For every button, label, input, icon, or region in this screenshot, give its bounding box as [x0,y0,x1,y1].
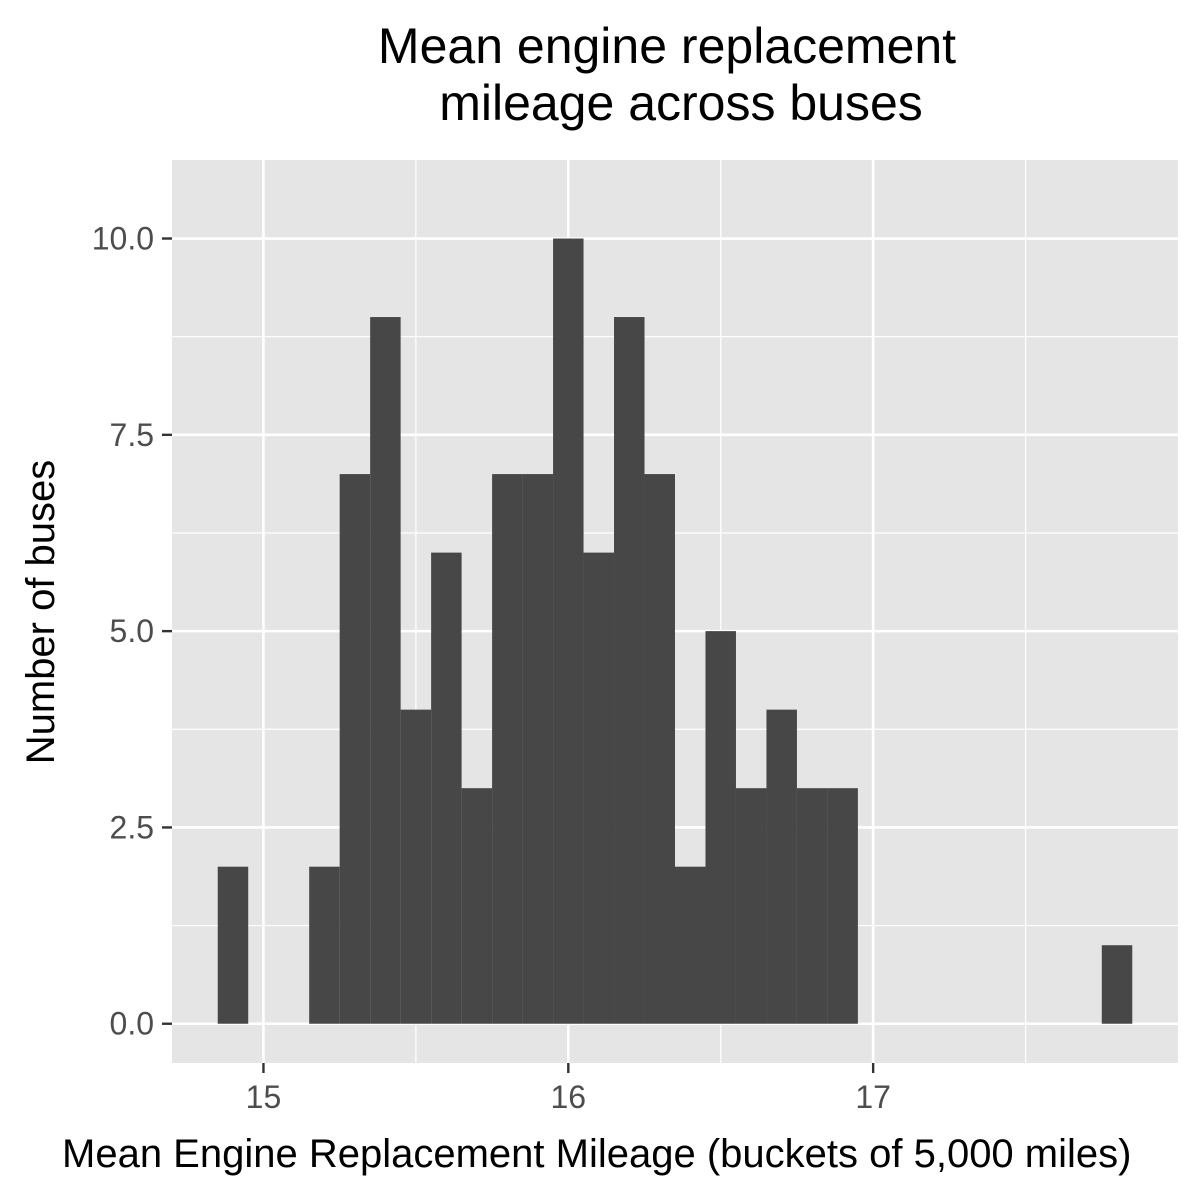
histogram-bar-20 [827,788,858,1024]
histogram-bar-6 [400,709,432,1024]
histogram-bar-16 [705,631,736,1024]
y-tick-label-4: 10.0 [92,221,154,257]
histogram-bar-5 [370,317,401,1024]
x-tick-label-2: 17 [855,1079,891,1115]
histogram-bar-0 [217,866,249,1024]
histogram-bar-19 [796,788,828,1024]
y-tick-label-3: 7.5 [110,417,154,453]
y-axis-title: Number of buses [19,460,63,765]
x-tick-label-0: 15 [246,1079,282,1115]
histogram-bar-12 [583,552,615,1024]
histogram-bar-4 [339,474,371,1024]
histogram-bar-13 [614,317,645,1024]
x-axis-title: Mean Engine Replacement Mileage (buckets… [62,1132,1131,1176]
chart-title-line-2: mileage across buses [439,75,923,131]
histogram-bar-14 [644,474,675,1024]
y-tick-label-1: 2.5 [110,809,154,845]
histogram-bar-10 [522,474,554,1024]
histogram-bar-9 [492,474,523,1024]
histogram-bar-8 [461,788,493,1024]
histogram-bar-7 [431,552,462,1024]
y-tick-label-2: 5.0 [110,613,154,649]
x-axis: 15 16 17 [246,1063,891,1115]
histogram-bar-3 [309,866,340,1024]
y-axis: 0.0 2.5 5.0 7.5 10.0 [92,221,172,1042]
x-tick-label-1: 16 [551,1079,587,1115]
histogram-bar-15 [675,866,706,1024]
histogram-bar-18 [766,709,797,1024]
y-tick-label-0: 0.0 [110,1006,154,1042]
histogram-bar-17 [735,788,767,1024]
histogram-bar-11 [553,238,584,1024]
histogram-bar-21 [1101,945,1133,1024]
chart-title-line-1: Mean engine replacement [378,18,956,74]
histogram-bars [217,238,1133,1024]
